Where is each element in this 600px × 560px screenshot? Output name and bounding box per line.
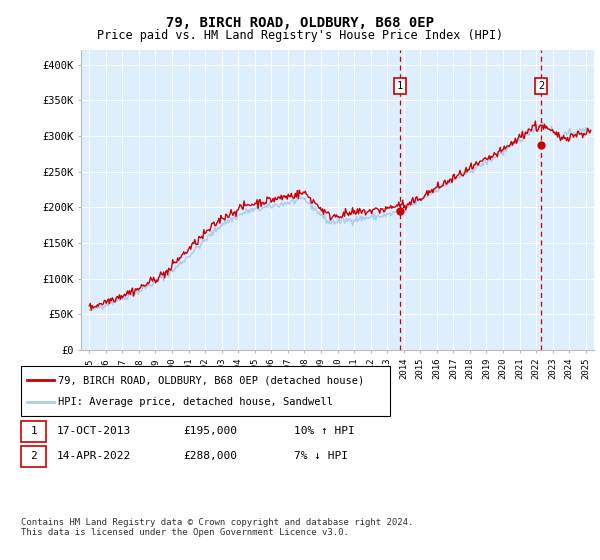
- Text: 14-APR-2022: 14-APR-2022: [57, 451, 131, 461]
- Text: 1: 1: [397, 81, 403, 91]
- Text: 1: 1: [30, 426, 37, 436]
- Text: £195,000: £195,000: [183, 426, 237, 436]
- Text: 17-OCT-2013: 17-OCT-2013: [57, 426, 131, 436]
- Text: 79, BIRCH ROAD, OLDBURY, B68 0EP: 79, BIRCH ROAD, OLDBURY, B68 0EP: [166, 16, 434, 30]
- Text: HPI: Average price, detached house, Sandwell: HPI: Average price, detached house, Sand…: [58, 396, 333, 407]
- Text: 10% ↑ HPI: 10% ↑ HPI: [294, 426, 355, 436]
- Text: Contains HM Land Registry data © Crown copyright and database right 2024.
This d: Contains HM Land Registry data © Crown c…: [21, 518, 413, 538]
- Text: 79, BIRCH ROAD, OLDBURY, B68 0EP (detached house): 79, BIRCH ROAD, OLDBURY, B68 0EP (detach…: [58, 375, 364, 385]
- Text: 7% ↓ HPI: 7% ↓ HPI: [294, 451, 348, 461]
- Text: 2: 2: [538, 81, 544, 91]
- Text: Price paid vs. HM Land Registry's House Price Index (HPI): Price paid vs. HM Land Registry's House …: [97, 29, 503, 42]
- Text: £288,000: £288,000: [183, 451, 237, 461]
- Text: 2: 2: [30, 451, 37, 461]
